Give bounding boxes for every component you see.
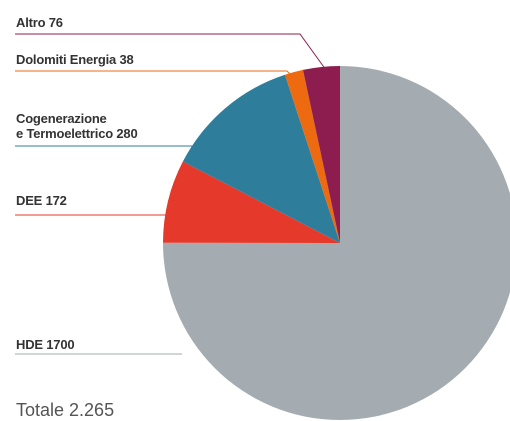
pie-slice xyxy=(163,161,340,243)
slice-label: Cogenerazione e Termoelettrico 280 xyxy=(16,111,138,141)
pie-slice xyxy=(284,69,340,243)
category-name: Dolomiti Energia xyxy=(16,52,117,67)
total-label: Totale 2.265 xyxy=(16,400,115,420)
category-name: Altro xyxy=(16,15,46,30)
value-label: 1700 xyxy=(46,337,75,352)
slice-label: DEE 172 xyxy=(16,193,67,208)
pie-slice xyxy=(302,66,340,243)
slice-label: Dolomiti Energia 38 xyxy=(16,52,134,67)
value-label: 76 xyxy=(48,15,63,30)
category-name: HDE xyxy=(16,337,43,352)
slice-label: Altro 76 xyxy=(16,15,63,30)
leader-line xyxy=(15,70,297,81)
value-label: 280 xyxy=(116,126,138,141)
pie-slice xyxy=(182,74,340,244)
category-name: Cogenerazione e Termoelettrico xyxy=(16,111,113,141)
value-label: 172 xyxy=(45,193,67,208)
pie-slice xyxy=(163,66,510,420)
category-name: DEE xyxy=(16,193,43,208)
leader-line xyxy=(15,33,327,71)
value-label: 38 xyxy=(119,52,134,67)
slice-label: HDE 1700 xyxy=(16,337,75,352)
